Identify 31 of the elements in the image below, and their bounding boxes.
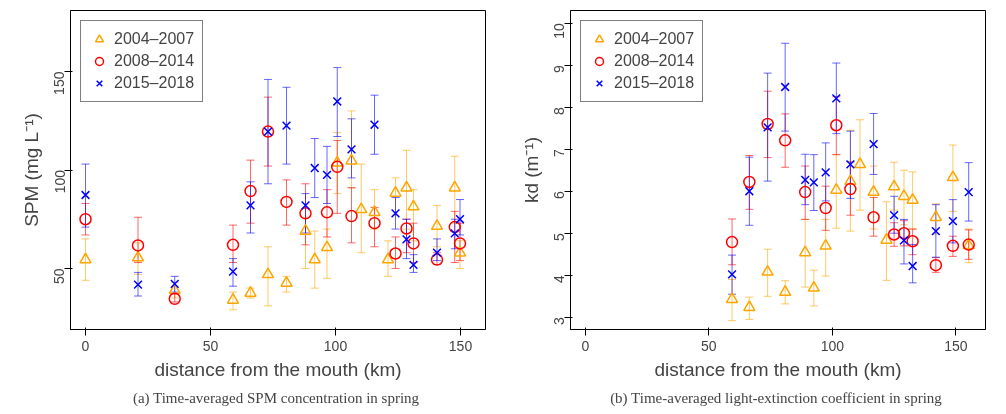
x-tick-label: 150: [944, 337, 968, 354]
legend-label: 2008–2014: [614, 52, 695, 70]
y-tick-label: 4: [551, 275, 568, 284]
y-axis-title: SPM (mg L⁻¹): [20, 113, 42, 227]
x-tick-label: 100: [820, 337, 845, 354]
y-tick-label: 10: [551, 22, 568, 39]
y-tick-label: 3: [551, 317, 568, 326]
x-tick-label: 50: [202, 337, 219, 354]
y-tick-label: 9: [551, 64, 568, 73]
y-tick-label: 100: [51, 169, 68, 194]
text: (b) Time-averaged light-extinction coefficient in spring: [610, 389, 943, 407]
x-tick-label: 0: [581, 337, 590, 354]
legend-label: 2004–2007: [114, 30, 195, 48]
text: (a) Time-averaged SPM concentration in spring: [132, 389, 420, 407]
legend-label: 2004–2007: [614, 30, 695, 48]
x-axis-title: distance from the mouth (km): [154, 358, 402, 380]
x-tick-label: 100: [323, 337, 348, 354]
y-tick-label: 6: [551, 191, 568, 200]
y-axis-title: kd (m⁻¹): [520, 136, 542, 204]
legend-label: 2008–2014: [114, 52, 195, 70]
legend-label: 2015–2018: [614, 74, 695, 92]
legend-label: 2015–2018: [114, 74, 195, 92]
x-tick-label: 50: [701, 337, 717, 354]
x-tick-label: 150: [448, 337, 473, 354]
x-axis-title: distance from the mouth (km): [654, 358, 902, 380]
y-tick-label: 150: [51, 71, 68, 95]
y-tick-label: 5: [551, 233, 568, 242]
y-tick-label: 8: [551, 106, 568, 115]
y-tick-label: 50: [51, 268, 68, 285]
x-tick-label: 0: [81, 337, 90, 354]
y-tick-label: 7: [551, 148, 568, 157]
